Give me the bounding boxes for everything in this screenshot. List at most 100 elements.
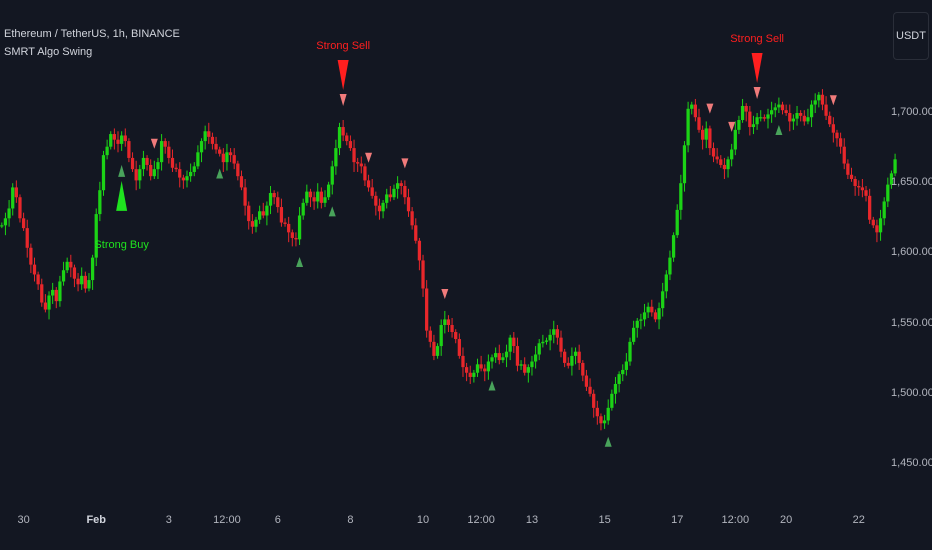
candle[interactable] <box>308 188 313 208</box>
candle[interactable] <box>214 136 218 154</box>
candle[interactable] <box>483 364 487 382</box>
candle[interactable] <box>257 205 262 224</box>
candle[interactable] <box>632 320 636 345</box>
candle[interactable] <box>519 360 523 370</box>
candle[interactable] <box>268 186 273 215</box>
candle[interactable] <box>425 280 429 338</box>
candle[interactable] <box>54 287 58 309</box>
candle[interactable] <box>181 174 186 189</box>
candle[interactable] <box>595 400 599 425</box>
candle[interactable] <box>668 250 672 281</box>
candle[interactable] <box>842 138 846 170</box>
candle[interactable] <box>544 337 549 345</box>
candle[interactable] <box>421 254 425 297</box>
candle[interactable] <box>766 108 770 129</box>
candle[interactable] <box>152 160 156 179</box>
candle[interactable] <box>36 271 40 290</box>
candle[interactable] <box>813 93 817 113</box>
candle[interactable] <box>831 117 835 143</box>
candle[interactable] <box>526 364 530 383</box>
candle[interactable] <box>864 186 868 202</box>
candle[interactable] <box>90 254 95 290</box>
candle[interactable] <box>552 320 556 344</box>
candle[interactable] <box>857 180 861 196</box>
candle[interactable] <box>533 346 538 369</box>
candle[interactable] <box>875 219 879 243</box>
candle[interactable] <box>777 97 781 113</box>
candle[interactable] <box>163 138 167 154</box>
candle[interactable] <box>704 121 708 149</box>
candle[interactable] <box>94 208 98 267</box>
candle[interactable] <box>359 156 363 174</box>
candle[interactable] <box>733 121 737 156</box>
candle[interactable] <box>697 108 701 133</box>
candle[interactable] <box>294 232 298 247</box>
candle[interactable] <box>130 152 135 172</box>
candle[interactable] <box>737 115 741 135</box>
candle[interactable] <box>584 369 589 391</box>
candle[interactable] <box>443 310 447 334</box>
candle[interactable] <box>203 125 207 150</box>
candle[interactable] <box>512 332 516 354</box>
candle[interactable] <box>675 204 679 238</box>
candle[interactable] <box>610 389 614 411</box>
candle[interactable] <box>330 160 334 195</box>
candle[interactable] <box>395 176 400 199</box>
candle[interactable] <box>548 329 552 351</box>
candle[interactable] <box>573 347 578 365</box>
candle[interactable] <box>18 194 22 223</box>
candle[interactable] <box>374 191 378 216</box>
candle[interactable] <box>613 376 618 404</box>
candle[interactable] <box>0 222 4 229</box>
candle[interactable] <box>87 273 91 292</box>
candle[interactable] <box>207 122 211 144</box>
candle[interactable] <box>602 414 607 429</box>
candle[interactable] <box>156 157 160 179</box>
candle[interactable] <box>464 362 469 382</box>
candle[interactable] <box>693 98 697 122</box>
candle[interactable] <box>225 143 229 171</box>
candle[interactable] <box>828 111 832 128</box>
candle[interactable] <box>653 309 658 323</box>
candle[interactable] <box>715 148 719 164</box>
candle[interactable] <box>254 216 258 233</box>
candle[interactable] <box>886 177 890 208</box>
candle[interactable] <box>25 219 29 258</box>
candle[interactable] <box>297 207 302 245</box>
candle[interactable] <box>112 128 117 150</box>
candle[interactable] <box>428 326 432 348</box>
candle[interactable] <box>76 273 80 292</box>
candle[interactable] <box>820 89 825 111</box>
candle[interactable] <box>523 357 527 376</box>
candle[interactable] <box>116 131 120 153</box>
candle[interactable] <box>138 164 142 189</box>
candle[interactable] <box>846 159 850 179</box>
candle[interactable] <box>109 131 113 150</box>
candle[interactable] <box>316 183 320 209</box>
candle[interactable] <box>788 104 792 132</box>
candle[interactable] <box>218 146 222 157</box>
candle[interactable] <box>134 160 138 191</box>
candle[interactable] <box>178 162 182 188</box>
candle[interactable] <box>406 188 411 217</box>
candle[interactable] <box>740 98 745 123</box>
candle[interactable] <box>170 149 175 172</box>
candle[interactable] <box>414 218 418 244</box>
candle[interactable] <box>744 103 748 122</box>
candle[interactable] <box>784 104 788 116</box>
candle[interactable] <box>123 128 127 147</box>
candle[interactable] <box>243 178 247 216</box>
candle[interactable] <box>461 347 465 377</box>
candle[interactable] <box>682 141 687 192</box>
candle[interactable] <box>65 257 69 274</box>
candle[interactable] <box>348 135 353 151</box>
candle[interactable] <box>501 353 505 363</box>
candle[interactable] <box>889 170 894 189</box>
candle[interactable] <box>352 139 356 172</box>
candle[interactable] <box>497 344 501 365</box>
candle[interactable] <box>58 275 62 307</box>
candle[interactable] <box>657 302 661 330</box>
candle[interactable] <box>439 319 443 356</box>
candle[interactable] <box>679 174 683 220</box>
